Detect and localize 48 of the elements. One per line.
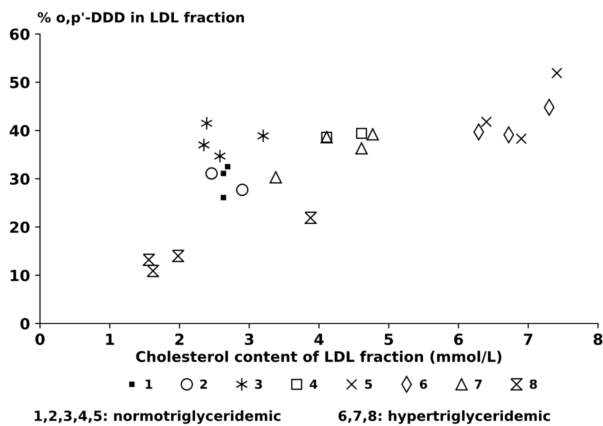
point <box>257 128 270 143</box>
legend-label: 6 <box>420 379 428 389</box>
point <box>224 164 230 170</box>
y-tick-label: 30 <box>10 173 30 185</box>
x-tick-label: 4 <box>314 334 324 345</box>
point <box>205 167 218 180</box>
x-tick-label: 0 <box>35 333 45 346</box>
point <box>198 138 210 152</box>
y-tick-label: 60 <box>10 28 30 40</box>
legend-label: 8 <box>530 379 537 389</box>
point <box>142 254 155 266</box>
legend-label: 1 <box>146 380 152 389</box>
y-tick-label: 0 <box>20 318 30 330</box>
point <box>551 68 562 79</box>
point <box>146 264 160 278</box>
y-tick-label: 20 <box>10 221 30 234</box>
legend-label: 5 <box>365 380 372 389</box>
y-axis-title: % o,p'-DDD in LDL fraction <box>38 12 244 26</box>
point <box>356 128 368 139</box>
point <box>366 128 379 141</box>
x-tick-label: 5 <box>384 334 393 346</box>
point <box>220 194 226 200</box>
point <box>304 212 317 224</box>
x-tick-label: 1 <box>106 334 114 345</box>
point <box>236 184 248 196</box>
point <box>516 133 527 144</box>
y-tick-label: 40 <box>10 124 30 137</box>
text: 1,2,3,4,5: normotriglyceridemic <box>34 410 280 424</box>
x-axis-title: Cholesterol content of LDL fraction (mmol/L) <box>136 350 502 364</box>
legend-label: 4 <box>310 380 318 389</box>
x-tick-label: 8 <box>594 333 602 346</box>
y-tick-label: 10 <box>10 270 30 282</box>
point <box>480 116 492 128</box>
legend-label: 3 <box>255 379 262 389</box>
point <box>172 250 184 262</box>
legend-label: 7 <box>474 380 482 389</box>
point <box>200 116 213 130</box>
x-tick-label: 2 <box>175 333 184 345</box>
legend-label: 2 <box>200 379 207 389</box>
x-tick-label: 7 <box>524 334 532 345</box>
x-tick-label: 6 <box>454 334 463 346</box>
point <box>220 170 226 176</box>
point <box>214 149 226 163</box>
text: 6,7,8: hypertriglyceridemic <box>338 410 550 424</box>
x-tick-label: 3 <box>244 333 254 346</box>
point <box>270 171 282 184</box>
y-tick-label: 50 <box>10 76 30 88</box>
point <box>355 142 368 155</box>
